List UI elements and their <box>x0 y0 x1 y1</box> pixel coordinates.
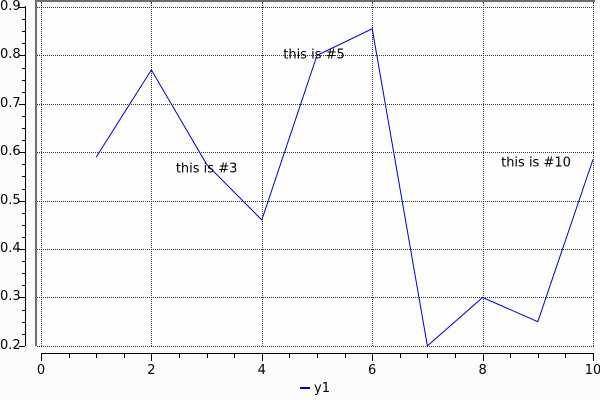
x-major-tick <box>372 354 374 361</box>
y-minor-tick <box>22 261 25 263</box>
x-tick-label-8: 8 <box>478 363 487 378</box>
x-minor-tick <box>96 354 98 358</box>
x-minor-tick <box>206 354 208 358</box>
y-minor-tick <box>22 309 25 311</box>
y-minor-tick <box>22 333 25 335</box>
legend-line-swatch <box>300 387 311 389</box>
x-tick-label-10: 10 <box>584 363 600 378</box>
y-minor-tick <box>22 79 25 81</box>
gridline-x-10 <box>593 2 594 346</box>
legend-label: y1 <box>314 380 330 396</box>
gridline-y-0.3 <box>37 297 594 299</box>
x-axis <box>41 353 594 361</box>
x-minor-tick <box>537 354 539 358</box>
y-axis <box>19 6 26 347</box>
y-minor-tick <box>22 67 25 69</box>
y-major-tick <box>19 297 25 299</box>
y-minor-tick <box>22 43 25 45</box>
x-minor-tick <box>123 354 125 358</box>
gridline-x-6 <box>372 2 374 346</box>
x-minor-tick <box>399 354 401 358</box>
y-tick-label-0.8: 0.8 <box>0 47 21 63</box>
gridline-x-2 <box>151 2 153 346</box>
annotation-1: this is #3 <box>175 161 238 177</box>
gridline-y-0.8 <box>37 55 594 57</box>
y-major-tick <box>19 200 25 202</box>
x-major-tick <box>261 354 263 361</box>
y-minor-tick <box>22 128 25 130</box>
x-minor-tick <box>68 354 70 358</box>
y-minor-tick <box>22 321 25 323</box>
x-minor-tick <box>179 354 180 358</box>
y-minor-tick <box>22 176 25 178</box>
y-minor-tick <box>22 140 25 142</box>
x-tick-label-0: 0 <box>36 363 46 378</box>
gridline-x-8 <box>482 2 484 346</box>
y-minor-tick <box>22 188 25 190</box>
y-major-tick <box>19 345 25 347</box>
y-tick-label-0.2: 0.2 <box>0 337 21 353</box>
x-minor-tick <box>317 354 318 358</box>
x-major-tick <box>482 354 484 361</box>
y-tick-label-0.6: 0.6 <box>0 144 21 160</box>
x-major-tick <box>41 354 42 361</box>
x-tick-label-6: 6 <box>368 363 377 378</box>
gridline-y-0.2 <box>37 345 594 347</box>
y-major-tick <box>19 103 25 105</box>
y-minor-tick <box>22 164 25 166</box>
annotation-2: this is #5 <box>283 47 345 63</box>
legend: y1 <box>37 380 593 396</box>
gridline-y-0.4 <box>37 249 594 251</box>
y-minor-tick <box>22 236 25 238</box>
annotation-3: this is #10 <box>501 155 571 170</box>
gridline-x-4 <box>261 2 263 346</box>
y-minor-tick <box>22 212 25 214</box>
x-major-tick <box>151 354 153 361</box>
x-minor-tick <box>455 354 456 358</box>
y-major-tick <box>19 55 25 57</box>
gridline-y-0.6 <box>37 152 594 154</box>
y-minor-tick <box>22 273 25 275</box>
gridline-y-0.7 <box>37 103 594 105</box>
x-minor-tick <box>344 354 346 358</box>
data-line-y1 <box>95 28 594 346</box>
gridline-y-0.9 <box>37 7 594 8</box>
x-minor-tick <box>289 354 291 358</box>
y-minor-tick <box>22 19 25 21</box>
y-minor-tick <box>22 224 25 226</box>
y-minor-tick <box>22 31 25 33</box>
gridline-x-0 <box>41 2 42 346</box>
y-tick-label-0.3: 0.3 <box>0 289 21 305</box>
y-minor-tick <box>22 91 25 93</box>
x-tick-label-4: 4 <box>257 363 266 378</box>
y-tick-label-0.4: 0.4 <box>0 241 21 257</box>
x-minor-tick <box>234 354 236 358</box>
x-minor-tick <box>427 354 429 358</box>
y-minor-tick <box>22 115 25 117</box>
plot-area: this is #3 this is #5 this is #10 <box>35 0 595 347</box>
x-minor-tick <box>510 354 512 358</box>
y-tick-label-0.5: 0.5 <box>0 192 21 208</box>
gridline-y-0.5 <box>37 200 594 202</box>
y-tick-label-0.7: 0.7 <box>0 95 21 111</box>
y-major-tick <box>19 249 25 251</box>
data-layer <box>95 28 594 346</box>
y-major-tick <box>19 152 25 154</box>
y-major-tick <box>19 6 25 8</box>
x-minor-tick <box>565 354 567 358</box>
x-tick-label-2: 2 <box>147 363 156 378</box>
y-minor-tick <box>22 285 25 287</box>
x-major-tick <box>593 354 594 361</box>
y-tick-label-0.9: 0.9 <box>0 0 21 14</box>
